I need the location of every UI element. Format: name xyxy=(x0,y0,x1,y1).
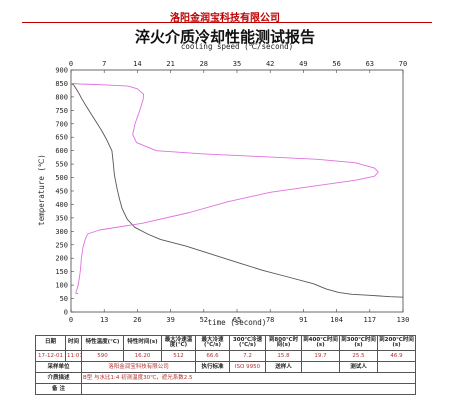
value-standard: ISO 9950 xyxy=(229,361,266,373)
time-tick-label: 78 xyxy=(266,316,274,324)
table-sample-row: 采样单位 洛阳金润宝科技有限公司 执行标准 ISO 9950 送样人 测试人 xyxy=(35,361,416,373)
time-tick-label: 39 xyxy=(166,316,174,324)
speed-tick-label: 49 xyxy=(299,60,307,68)
time-tick-label: 52 xyxy=(200,316,208,324)
header-time-400: 到400℃时间(s) xyxy=(301,335,340,351)
time-tick-label: 65 xyxy=(233,316,241,324)
speed-tick-label: 42 xyxy=(266,60,274,68)
time-tick-label: 117 xyxy=(363,316,376,324)
y-axis-label: temperature (℃) xyxy=(37,154,46,226)
time-tick-label: 13 xyxy=(100,316,108,324)
speed-tick-label: 28 xyxy=(200,60,208,68)
series-layer xyxy=(70,82,404,298)
test-info-table: 日期 时间 特性温度(℃) 特性时间(s) 最大冷速温度(℃) 最大冷速(℃/s… xyxy=(35,335,416,395)
y-tick-label: 650 xyxy=(55,134,68,142)
table-medium-row: 介质描述 B型 与水比1:4 初测温度30℃，遮光系数2.5 xyxy=(35,372,416,384)
speed-tick-label: 35 xyxy=(233,60,241,68)
value-rate-300: 7.2 xyxy=(229,350,266,362)
value-medium: B型 与水比1:4 初测温度30℃，遮光系数2.5 xyxy=(81,372,416,384)
label-sampler: 采样单位 xyxy=(35,361,82,373)
y-axis-ticks: 0 50 100 150 200 250 300 350 400 450 500 550 600 650 7… xyxy=(55,67,74,317)
time-tick-label: 26 xyxy=(133,316,141,324)
y-tick-label: 900 xyxy=(55,67,68,75)
table-values-row: 17-12-01 11:01 590 16.20 512 66.6 7.2 15… xyxy=(35,350,416,362)
value-char-time: 16.20 xyxy=(123,350,162,362)
value-tester xyxy=(377,361,416,373)
header-time-300: 到300℃时间(s) xyxy=(339,335,378,351)
y-tick-label: 850 xyxy=(55,80,68,88)
y-tick-label: 750 xyxy=(55,107,68,115)
speed-tick-label: 0 xyxy=(69,60,73,68)
value-remarks xyxy=(81,383,416,395)
temperature-time-curve xyxy=(70,83,404,298)
report-title: 淬火介质冷却性能测试报告 xyxy=(134,28,315,46)
time-tick-label: 91 xyxy=(299,316,307,324)
y-tick-label: 0 xyxy=(64,309,68,317)
value-time: 11:01 xyxy=(65,350,82,362)
header-max-rate-temp: 最大冷速温度(℃) xyxy=(161,335,196,351)
y-tick-label: 450 xyxy=(55,188,68,196)
header-char-time: 特性时间(s) xyxy=(123,335,162,351)
top-axis-label: cooling speed (℃/second) xyxy=(181,42,293,51)
value-time-300: 25.5 xyxy=(339,350,378,362)
y-tick-label: 500 xyxy=(55,174,68,182)
speed-tick-label: 7 xyxy=(102,60,106,68)
time-tick-label: 104 xyxy=(330,316,343,324)
speed-tick-label: 21 xyxy=(166,60,174,68)
y-tick-label: 100 xyxy=(55,282,68,290)
y-tick-label: 250 xyxy=(55,241,68,249)
cooling-speed-curve xyxy=(70,82,379,295)
header-time-200: 到200℃时间(s) xyxy=(377,335,416,351)
header-time-800: 到800℃时间(s) xyxy=(265,335,302,351)
header-max-rate: 最大冷速(℃/s) xyxy=(195,335,230,351)
value-submitter xyxy=(301,361,340,373)
value-time-200: 46.9 xyxy=(377,350,416,362)
company-name: 洛阳金润宝科技有限公司 xyxy=(170,13,280,24)
speed-tick-label: 14 xyxy=(133,60,141,68)
y-tick-label: 200 xyxy=(55,255,68,263)
value-date: 17-12-01 xyxy=(35,350,66,362)
time-tick-label: 130 xyxy=(397,316,410,324)
y-tick-label: 300 xyxy=(55,228,68,236)
time-tick-label: 0 xyxy=(69,316,73,324)
label-medium: 介质描述 xyxy=(35,372,82,384)
speed-axis-ticks: 0 7 14 21 28 35 42 49 56 63 70 xyxy=(69,60,407,73)
y-tick-label: 600 xyxy=(55,147,68,155)
y-tick-label: 700 xyxy=(55,120,68,128)
bottom-axis-label: time (second) xyxy=(208,318,267,327)
value-time-800: 15.8 xyxy=(265,350,302,362)
y-tick-label: 800 xyxy=(55,93,68,101)
time-axis-ticks: 0 13 26 39 52 65 78 91 104 117 130 xyxy=(69,309,409,324)
speed-tick-label: 70 xyxy=(399,60,407,68)
table-remarks-row: 备 注 xyxy=(35,383,416,395)
value-char-temp: 590 xyxy=(81,350,124,362)
table-header-row: 日期 时间 特性温度(℃) 特性时间(s) 最大冷速温度(℃) 最大冷速(℃/s… xyxy=(35,335,416,351)
label-tester: 测试人 xyxy=(339,361,378,373)
y-tick-label: 350 xyxy=(55,214,68,222)
header-char-temp: 特性温度(℃) xyxy=(81,335,124,351)
y-tick-label: 150 xyxy=(55,268,68,276)
value-max-rate: 66.6 xyxy=(195,350,230,362)
speed-tick-label: 63 xyxy=(366,60,374,68)
header-rate-300: 300℃冷速(℃/s) xyxy=(229,335,266,351)
value-time-400: 19.7 xyxy=(301,350,340,362)
value-max-rate-temp: 512 xyxy=(161,350,196,362)
label-remarks: 备 注 xyxy=(35,383,82,395)
speed-tick-label: 56 xyxy=(332,60,340,68)
y-tick-label: 400 xyxy=(55,201,68,209)
header-time: 时间 xyxy=(65,335,82,351)
label-submitter: 送样人 xyxy=(265,361,302,373)
plot-frame xyxy=(70,69,404,313)
y-tick-label: 50 xyxy=(60,295,68,303)
cooling-curve-chart: 0501001502002503003504004505005506006507… xyxy=(37,42,409,327)
y-tick-label: 550 xyxy=(55,161,68,169)
header-date: 日期 xyxy=(35,335,66,351)
value-sampler: 洛阳金润宝科技有限公司 xyxy=(81,361,196,373)
label-standard: 执行标准 xyxy=(195,361,230,373)
header-rule xyxy=(22,22,432,23)
